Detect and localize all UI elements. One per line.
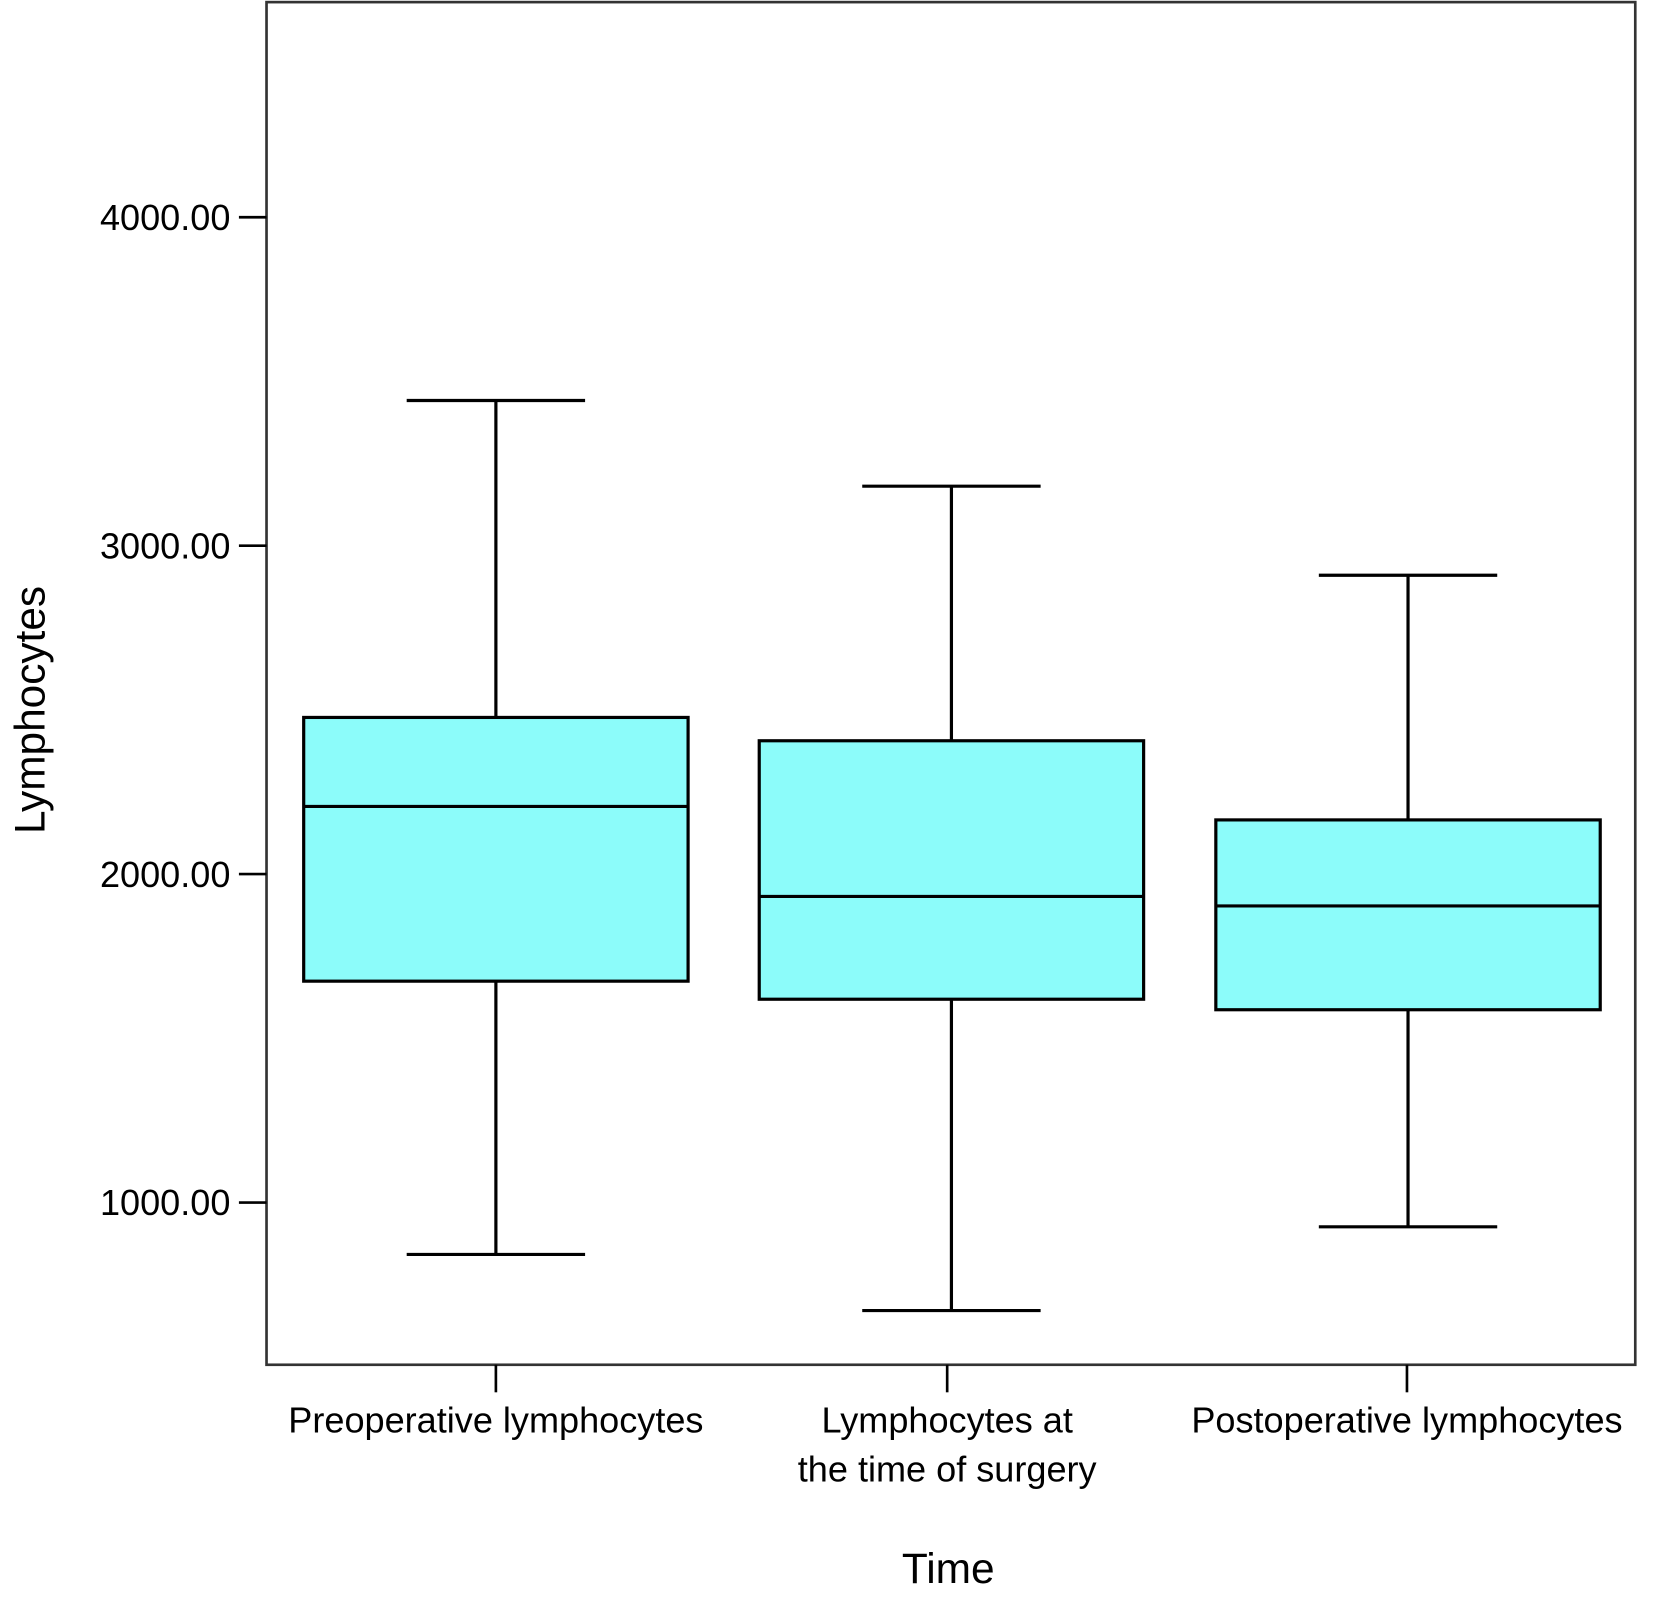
- iqr-box: [302, 715, 690, 983]
- y-tick-label: 3000.00: [100, 525, 230, 566]
- y-tick-label: 2000.00: [100, 854, 230, 895]
- x-tick-label: Preoperative lymphocytes: [288, 1400, 703, 1441]
- x-tick-label: the time of surgery: [798, 1448, 1097, 1489]
- x-tick-label: Postoperative lymphocytes: [1191, 1400, 1622, 1441]
- y-axis-title: Lymphocytes: [7, 586, 54, 834]
- iqr-box: [757, 739, 1146, 1001]
- x-axis-title: Time: [902, 1545, 995, 1592]
- x-tick-label: Lymphocytes at: [821, 1400, 1072, 1441]
- y-tick-label: 1000.00: [100, 1182, 230, 1223]
- y-tick-label: 4000.00: [100, 197, 230, 238]
- plot-frame: [265, 0, 1637, 1367]
- iqr-box: [1214, 818, 1602, 1012]
